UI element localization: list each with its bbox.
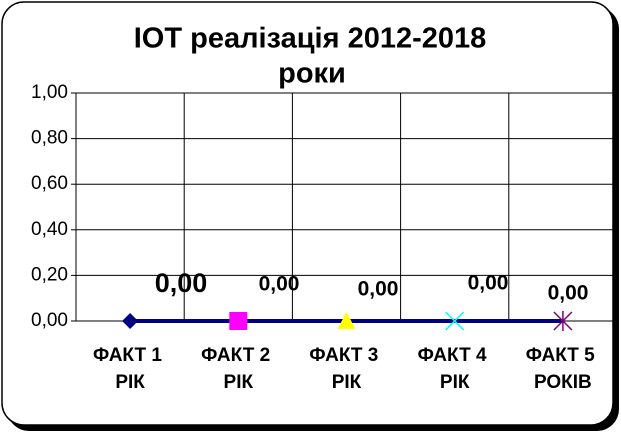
y-tick-label: 0,20 [31, 264, 68, 285]
data-label: 0,00 [548, 282, 589, 305]
marker [553, 311, 573, 331]
x-tick-label: ФАКТ 4 РІК [418, 345, 492, 393]
data-label: 0,00 [468, 272, 509, 295]
marker [445, 311, 465, 331]
y-tick-label: 0,40 [31, 219, 68, 240]
data-label: 0,00 [358, 278, 399, 301]
chart-title: роки [278, 58, 346, 90]
data-label: 0,00 [259, 273, 300, 296]
x-tick-label: ФАКТ 1 РІК [93, 345, 167, 393]
marker [229, 312, 248, 330]
marker [337, 312, 356, 329]
y-tick-label: 0,80 [31, 128, 68, 149]
chart-title: ІОТ реалізація 2012-2018 [134, 23, 487, 55]
marker [122, 313, 139, 329]
data-label: 0,00 [155, 268, 208, 298]
x-tick-label: ФАКТ 2 РІК [201, 345, 275, 393]
x-tick-label: ФАКТ 3 РІК [309, 345, 383, 393]
x-tick-label: ФАКТ 5 РОКІВ [526, 345, 600, 393]
y-tick-label: 1,00 [31, 82, 68, 103]
y-tick-label: 0,00 [31, 310, 68, 331]
y-tick-label: 0,60 [31, 173, 68, 194]
